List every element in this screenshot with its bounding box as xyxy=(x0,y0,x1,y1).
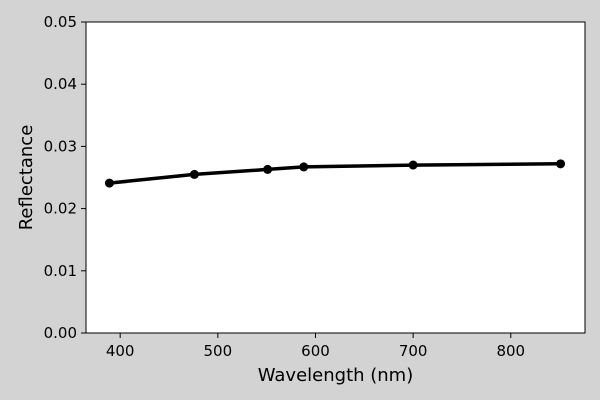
y-tick-label: 0.04 xyxy=(44,75,77,93)
series-line xyxy=(107,162,563,185)
x-tick-label: 600 xyxy=(301,342,330,360)
data-point xyxy=(299,162,309,172)
data-point xyxy=(189,169,199,179)
y-tick-label: 0.02 xyxy=(44,200,77,218)
y-tick-label: 0.05 xyxy=(44,13,77,31)
y-axis-label: Reflectance xyxy=(16,125,37,231)
series-layer xyxy=(104,159,566,188)
x-axis: 400 500 600 700 800 xyxy=(106,333,525,360)
x-tick-label: 400 xyxy=(106,342,135,360)
y-tick-label: 0.00 xyxy=(44,324,77,342)
y-tick-label: 0.03 xyxy=(44,137,77,155)
x-axis-label: Wavelength (nm) xyxy=(258,365,414,386)
x-tick-label: 700 xyxy=(399,342,428,360)
x-tick-label: 500 xyxy=(204,342,233,360)
y-axis: 0.00 0.01 0.02 0.03 0.04 0.05 xyxy=(44,13,86,342)
data-point xyxy=(263,164,273,174)
data-point xyxy=(104,178,114,188)
y-tick-label: 0.01 xyxy=(44,262,77,280)
data-point xyxy=(408,160,418,170)
data-point xyxy=(556,159,566,169)
x-tick-label: 800 xyxy=(496,342,525,360)
